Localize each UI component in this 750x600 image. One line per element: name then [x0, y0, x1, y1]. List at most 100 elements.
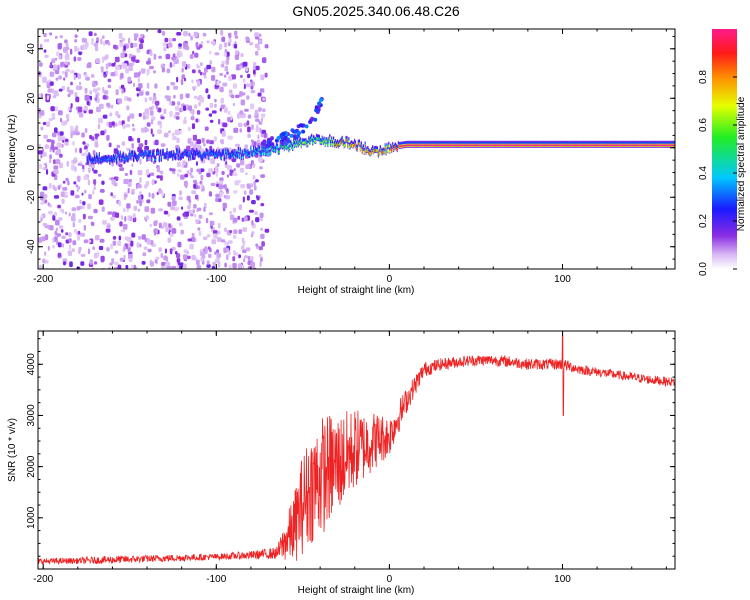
- spectrogram-noise-cell: [139, 201, 142, 207]
- spectrogram-noise-cell: [219, 177, 224, 182]
- spectrogram-signal-cell: [254, 153, 256, 155]
- spectrogram-signal-cell: [229, 156, 231, 158]
- spectrogram-noise-cell: [53, 146, 58, 150]
- spectrogram-noise-cell: [55, 77, 59, 81]
- spectrogram-noise-cell: [226, 56, 230, 61]
- spectrogram-noise-cell: [126, 203, 131, 209]
- spectrogram-noise-cell: [259, 254, 262, 258]
- spectrogram-noise-cell: [63, 77, 66, 81]
- spectrogram-noise-cell: [78, 81, 82, 86]
- spectrogram-noise-cell: [239, 114, 242, 119]
- spectrogram-signal-cell: [634, 144, 636, 147]
- spectrogram-signal-cell: [380, 151, 382, 153]
- spectrogram-noise-cell: [155, 100, 160, 106]
- spectrogram-noise-cell: [212, 261, 216, 266]
- spectrogram-signal-cell: [630, 144, 632, 147]
- spectrogram-signal-cell: [513, 144, 516, 147]
- spectrogram-signal-cell: [279, 146, 281, 148]
- spectrogram-signal-cell: [642, 144, 644, 147]
- spectrogram-signal-cell: [241, 153, 243, 155]
- spectrogram-noise-cell: [73, 56, 77, 62]
- spectrogram-signal-cell: [226, 151, 228, 153]
- spectrogram-signal-cell: [301, 141, 303, 144]
- spectrogram-noise-cell: [96, 87, 101, 91]
- spectrogram-signal-cell: [523, 144, 525, 147]
- spectrogram-signal-cell: [322, 141, 324, 144]
- spectrogram-signal-cell: [513, 144, 515, 147]
- spectrogram-signal-cell: [318, 138, 320, 140]
- spectrogram-noise-cell: [246, 185, 251, 189]
- spectrogram-noise-cell: [225, 247, 229, 253]
- spectrogram-noise-cell: [211, 75, 216, 81]
- spectrogram-signal-cell: [434, 144, 437, 147]
- spectrogram-signal-cell: [275, 149, 277, 152]
- spectrogram-noise-cell: [199, 43, 203, 48]
- spectrogram-noise-cell: [186, 170, 190, 175]
- spectrogram-noise-cell: [64, 39, 68, 44]
- y-tick-label: 1000: [26, 506, 37, 529]
- spectrogram-signal-cell: [673, 144, 675, 147]
- spectrogram-noise-cell: [214, 52, 220, 56]
- spectrogram-signal-cell: [108, 158, 110, 160]
- spectrogram-signal-cell: [540, 144, 542, 147]
- spectrogram-signal-cell: [344, 144, 346, 146]
- spectrogram-signal-cell: [639, 144, 641, 147]
- spectrogram-signal-cell: [225, 155, 227, 158]
- spectrogram-signal-cell: [472, 144, 474, 147]
- spectrogram-noise-cell: [87, 248, 91, 255]
- spectrogram-noise-cell: [60, 117, 63, 123]
- spectrogram-noise-cell: [113, 44, 117, 49]
- spectrogram-signal-cell: [453, 144, 455, 147]
- spectrogram-noise-cell: [75, 85, 80, 91]
- spectrogram-signal-cell: [255, 151, 258, 153]
- spectrogram-noise-cell: [181, 67, 184, 73]
- spectrogram-signal-cell: [570, 144, 572, 147]
- spectrogram-noise-cell: [249, 209, 254, 213]
- spectrogram-noise-cell: [145, 169, 150, 176]
- spectrogram-noise-cell: [131, 264, 134, 269]
- spectrogram-signal-cell: [520, 144, 522, 147]
- spectrogram-noise-cell: [154, 139, 159, 146]
- spectrogram-noise-cell: [208, 212, 213, 216]
- spectrogram-signal-cell: [414, 144, 417, 147]
- spectrogram-signal-cell: [106, 159, 108, 162]
- spectrogram-noise-cell: [190, 167, 193, 173]
- spectrogram-signal-cell: [347, 145, 349, 147]
- spectrogram-noise-cell: [135, 34, 138, 39]
- spectrogram-noise-cell: [240, 53, 244, 58]
- spectrogram-noise-cell: [253, 69, 256, 75]
- spectrogram-noise-cell: [123, 254, 126, 260]
- spectrogram-noise-cell: [77, 73, 81, 80]
- spectrogram-noise-cell: [249, 41, 254, 46]
- spectrogram-noise-cell: [208, 113, 212, 117]
- spectrogram-cells: [38, 29, 675, 269]
- spectrogram-signal-cell: [517, 144, 519, 147]
- spectrogram-signal-cell: [186, 154, 188, 156]
- spectrogram-signal-cell: [652, 144, 655, 147]
- spectrogram-signal-cell: [154, 158, 156, 161]
- spectrogram-branch-cell: [289, 133, 294, 138]
- spectrogram-signal-cell: [466, 144, 468, 147]
- spectrogram-noise-cell: [242, 249, 247, 253]
- spectrogram-noise-cell: [61, 120, 66, 126]
- spectrogram-noise-cell: [158, 55, 162, 59]
- spectrogram-noise-cell: [192, 134, 197, 141]
- spectrogram-signal-cell: [320, 141, 322, 144]
- spectrogram-signal-cell: [672, 144, 675, 147]
- spectrogram-signal-cell: [152, 153, 154, 156]
- spectrogram-noise-cell: [196, 168, 201, 173]
- spectrogram-signal-cell: [614, 144, 616, 147]
- spectrogram-noise-cell: [203, 75, 207, 79]
- spectrogram-noise-cell: [234, 35, 239, 39]
- spectrogram-noise-cell: [240, 92, 246, 96]
- spectrogram-noise-cell: [175, 112, 180, 116]
- spectrogram-noise-cell: [86, 63, 90, 69]
- spectrogram-signal-cell: [370, 153, 372, 155]
- spectrogram-noise-cell: [194, 52, 199, 58]
- spectrogram-noise-cell: [145, 91, 150, 96]
- spectrogram-signal-cell: [317, 137, 319, 140]
- spectrogram-noise-cell: [144, 216, 147, 221]
- spectrogram-signal-cell: [635, 144, 637, 147]
- spectrogram-noise-cell: [40, 214, 44, 218]
